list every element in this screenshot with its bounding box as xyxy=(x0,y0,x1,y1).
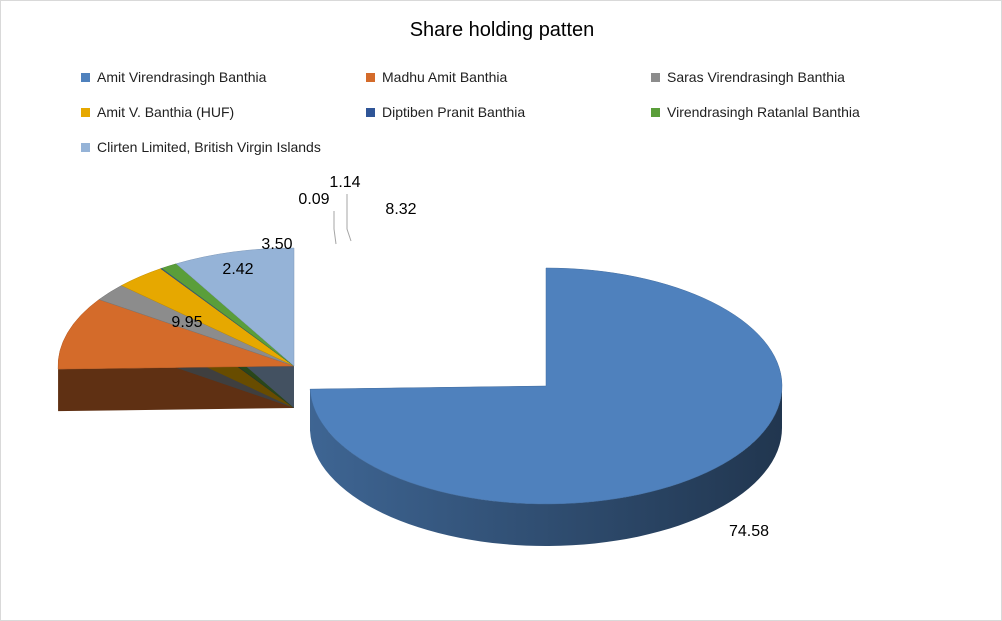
leader-line xyxy=(333,211,337,245)
legend-swatch xyxy=(651,72,660,82)
data-label: 0.09 xyxy=(298,191,329,208)
pie-slice xyxy=(309,267,783,505)
pie-slice xyxy=(57,299,295,370)
data-label: 74.58 xyxy=(729,523,769,540)
legend-item-amit-virendrasingh: Amit Virendrasingh Banthia xyxy=(81,69,266,85)
legend-item-madhu: Madhu Amit Banthia xyxy=(366,69,507,85)
legend-label: Amit Virendrasingh Banthia xyxy=(97,69,267,85)
data-label: 8.32 xyxy=(385,201,416,218)
pie-slice-outer-wall xyxy=(310,386,782,546)
legend-item-diptiben: Diptiben Pranit Banthia xyxy=(366,104,525,120)
legend-swatch xyxy=(81,142,90,152)
legend-swatch xyxy=(81,107,90,117)
legend-label: Amit V. Banthia (HUF) xyxy=(97,104,235,120)
legend-swatch xyxy=(81,72,90,82)
legend-item-clirten: Clirten Limited, British Virgin Islands xyxy=(81,139,321,155)
data-label: 9.95 xyxy=(171,314,202,331)
leader-line xyxy=(346,194,352,242)
legend-label: Madhu Amit Banthia xyxy=(382,69,508,85)
data-label: 1.14 xyxy=(329,174,360,191)
legend-label: Diptiben Pranit Banthia xyxy=(382,104,526,120)
legend-item-amit-huf: Amit V. Banthia (HUF) xyxy=(81,104,234,120)
legend-item-virendrasingh-ratanlal: Virendrasingh Ratanlal Banthia xyxy=(651,104,860,120)
legend-item-saras: Saras Virendrasingh Banthia xyxy=(651,69,845,85)
data-label: 2.42 xyxy=(222,261,253,278)
legend-swatch xyxy=(366,107,375,117)
data-label: 3.50 xyxy=(261,236,292,253)
legend: Amit Virendrasingh Banthia Madhu Amit Ba… xyxy=(1,1,1001,161)
legend-swatch xyxy=(651,107,660,117)
legend-label: Saras Virendrasingh Banthia xyxy=(667,69,845,85)
chart-title: Share holding patten xyxy=(409,19,595,41)
legend-label: Clirten Limited, British Virgin Islands xyxy=(97,139,321,155)
pie-slice xyxy=(175,247,295,367)
legend-swatch xyxy=(366,72,375,82)
legend-label: Virendrasingh Ratanlal Banthia xyxy=(667,104,860,120)
